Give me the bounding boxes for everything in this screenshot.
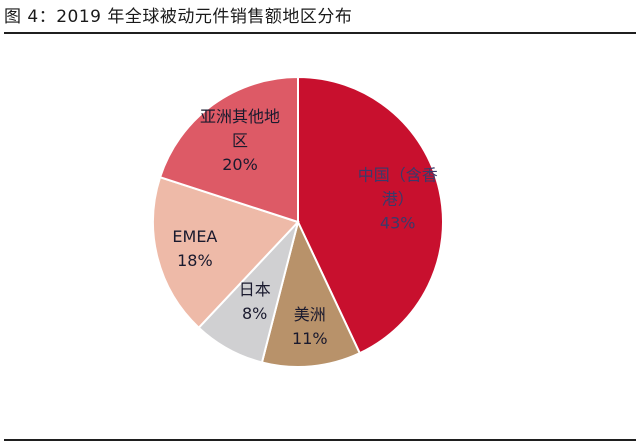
pie-slice-label: 中国（含香港） 43% (358, 165, 438, 232)
pie-labels: 中国（含香港） 43% 美洲 11% 日本 8% EMEA 18% 亚洲其他地区 20% (172, 107, 437, 348)
pie-slice-value: 20% (222, 155, 258, 174)
pie-slice-name: 亚洲其他地 (200, 107, 280, 126)
pie-slices (152, 75, 444, 368)
pie-slice-value: 8% (242, 304, 267, 323)
pie-slice (158, 75, 299, 224)
pie-slice-value: 18% (177, 251, 213, 270)
pie-slice-name: EMEA (172, 227, 217, 246)
pie-slice (152, 175, 300, 330)
pie-slice (297, 75, 444, 355)
pie-slice-name: 港） (382, 189, 414, 208)
pie-slice-name: 美洲 (294, 305, 326, 324)
pie-slice-name: 日本 (239, 280, 271, 299)
pie-slice-value: 43% (380, 213, 416, 232)
bottom-rule (4, 439, 636, 441)
top-rule (4, 32, 636, 34)
pie-slice-value: 11% (292, 329, 328, 348)
pie-slice-label: 美洲 11% (292, 305, 328, 348)
pie-slice-name: 中国（含香 (358, 165, 438, 184)
pie-slice-label: EMEA 18% (172, 227, 217, 270)
pie-slice (260, 219, 362, 368)
pie-slice-name: 区 (232, 131, 248, 150)
pie-slice-label: 亚洲其他地区 20% (200, 107, 280, 174)
figure-title: 图 4：2019 年全球被动元件销售额地区分布 (4, 7, 353, 27)
pie-slice-label: 日本 8% (239, 280, 271, 323)
